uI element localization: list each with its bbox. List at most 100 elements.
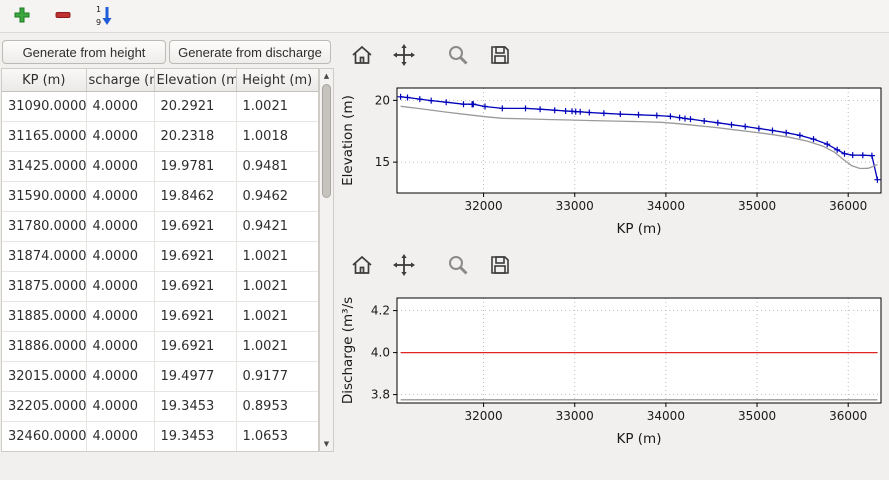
zoom-button[interactable] — [444, 252, 472, 280]
x-axis-label: KP (m) — [617, 221, 662, 237]
table-cell[interactable]: 31425.0000 — [2, 151, 87, 182]
table-cell[interactable]: 4.0000 — [86, 241, 155, 272]
table-cell[interactable]: 32460.0000 — [2, 421, 87, 451]
table-cell[interactable]: 31590.0000 — [2, 181, 87, 212]
table-row[interactable]: 32015.0000 4.0000 19.4977 0.9177 — [2, 361, 318, 392]
table-cell[interactable]: 19.3453 — [154, 421, 237, 451]
table-row[interactable]: 32205.0000 4.0000 19.3453 0.8953 — [2, 391, 318, 422]
x-axis-label: KP (m) — [617, 431, 662, 447]
table-cell[interactable]: 4.0000 — [86, 121, 155, 152]
y-axis-label: Elevation (m) — [340, 95, 356, 186]
column-header[interactable]: Height (m) — [236, 69, 318, 92]
table-cell[interactable]: 31875.0000 — [2, 271, 87, 302]
water-elevation-marker — [783, 129, 790, 136]
main-toolbar: 1 9 — [0, 0, 889, 33]
table-row[interactable]: 31425.0000 4.0000 19.9781 0.9481 — [2, 151, 318, 182]
table-row[interactable]: 31165.0000 4.0000 20.2318 1.0018 — [2, 121, 318, 152]
scroll-down-icon[interactable]: ▼ — [323, 440, 330, 448]
table-cell[interactable]: 4.0000 — [86, 361, 155, 392]
table-cell[interactable]: 1.0018 — [236, 121, 318, 152]
table-cell[interactable]: 4.0000 — [86, 91, 155, 122]
svg-text:1: 1 — [96, 5, 101, 14]
pan-button[interactable] — [390, 252, 418, 280]
table-row[interactable]: 31874.0000 4.0000 19.6921 1.0021 — [2, 241, 318, 272]
table-cell[interactable]: 31886.0000 — [2, 331, 87, 362]
table-cell[interactable]: 1.0021 — [236, 331, 318, 362]
home-button[interactable] — [348, 42, 376, 70]
remove-row-button[interactable] — [51, 4, 75, 28]
discharge-plot-toolbar — [348, 252, 514, 280]
scrollbar-thumb[interactable] — [322, 84, 331, 198]
table-cell[interactable]: 1.0653 — [236, 421, 318, 451]
scroll-up-icon[interactable]: ▲ — [323, 72, 330, 80]
table-cell[interactable]: 31780.0000 — [2, 211, 87, 242]
table-cell[interactable]: 20.2921 — [154, 91, 237, 122]
sort-rows-button[interactable]: 1 9 — [92, 4, 116, 28]
table-cell[interactable]: 0.9462 — [236, 181, 318, 212]
column-header[interactable]: scharge (m³ — [86, 69, 155, 92]
table-cell[interactable]: 31090.0000 — [2, 91, 87, 122]
table-cell[interactable]: 0.9481 — [236, 151, 318, 182]
table-cell[interactable]: 31874.0000 — [2, 241, 87, 272]
table-cell[interactable]: 4.0000 — [86, 331, 155, 362]
table-cell[interactable]: 0.8953 — [236, 391, 318, 422]
table-row[interactable]: 31885.0000 4.0000 19.6921 1.0021 — [2, 301, 318, 332]
table-cell[interactable]: 4.0000 — [86, 151, 155, 182]
table-cell[interactable]: 1.0021 — [236, 271, 318, 302]
table-cell[interactable]: 19.6921 — [154, 301, 237, 332]
x-tick-label: 32000 — [464, 199, 502, 213]
table-row[interactable]: 32460.0000 4.0000 19.3453 1.0653 — [2, 421, 318, 451]
elevation-chart[interactable]: 32000 33000 34000 35000 36000 15 20 KP (m) Eleva… — [338, 80, 889, 238]
zoom-button[interactable] — [444, 42, 472, 70]
generate-from-discharge-button[interactable]: Generate from discharge — [169, 40, 331, 64]
table-row[interactable]: 31090.0000 4.0000 20.2921 1.0021 — [2, 91, 318, 122]
table-cell[interactable]: 32015.0000 — [2, 361, 87, 392]
save-icon — [488, 253, 512, 280]
table-cell[interactable]: 19.6921 — [154, 331, 237, 362]
values-table: KP (m)scharge (m³Elevation (m)Height (m)… — [1, 68, 319, 452]
column-header[interactable]: Elevation (m) — [154, 69, 237, 92]
table-cell[interactable]: 0.9421 — [236, 211, 318, 242]
table-cell[interactable]: 4.0000 — [86, 421, 155, 451]
table-cell[interactable]: 19.6921 — [154, 211, 237, 242]
table-row[interactable]: 31886.0000 4.0000 19.6921 1.0021 — [2, 331, 318, 362]
table-row[interactable]: 31875.0000 4.0000 19.6921 1.0021 — [2, 271, 318, 302]
table-cell[interactable]: 31885.0000 — [2, 301, 87, 332]
table-cell[interactable]: 31165.0000 — [2, 121, 87, 152]
water-elevation-marker — [810, 136, 817, 143]
table-cell[interactable]: 4.0000 — [86, 211, 155, 242]
table-row[interactable]: 31780.0000 4.0000 19.6921 0.9421 — [2, 211, 318, 242]
discharge-chart[interactable]: 32000 33000 34000 35000 36000 3.8 4.0 4.2 KP (m)… — [338, 290, 889, 448]
magnifier-icon — [446, 43, 470, 70]
table-cell[interactable]: 4.0000 — [86, 301, 155, 332]
table-row[interactable]: 31590.0000 4.0000 19.8462 0.9462 — [2, 181, 318, 212]
table-cell[interactable]: 19.8462 — [154, 181, 237, 212]
table-cell[interactable]: 1.0021 — [236, 241, 318, 272]
table-cell[interactable]: 1.0021 — [236, 91, 318, 122]
table-cell[interactable]: 19.4977 — [154, 361, 237, 392]
table-cell[interactable]: 4.0000 — [86, 181, 155, 212]
water-elevation-marker — [537, 106, 544, 113]
table-cell[interactable]: 0.9177 — [236, 361, 318, 392]
water-elevation-marker — [796, 132, 803, 139]
home-button[interactable] — [348, 252, 376, 280]
table-cell[interactable]: 19.9781 — [154, 151, 237, 182]
x-tick-label: 36000 — [829, 199, 867, 213]
plus-icon — [13, 6, 31, 27]
pan-button[interactable] — [390, 42, 418, 70]
table-scrollbar[interactable]: ▲ ▼ — [319, 68, 334, 452]
table-cell[interactable]: 4.0000 — [86, 271, 155, 302]
save-button[interactable] — [486, 252, 514, 280]
column-header[interactable]: KP (m) — [2, 69, 87, 92]
table-cell[interactable]: 1.0021 — [236, 301, 318, 332]
table-cell[interactable]: 32205.0000 — [2, 391, 87, 422]
table-cell[interactable]: 19.6921 — [154, 241, 237, 272]
save-button[interactable] — [486, 42, 514, 70]
add-row-button[interactable] — [10, 4, 34, 28]
table-cell[interactable]: 19.6921 — [154, 271, 237, 302]
table-cell[interactable]: 20.2318 — [154, 121, 237, 152]
generate-from-height-button[interactable]: Generate from height — [2, 40, 166, 64]
table-cell[interactable]: 4.0000 — [86, 391, 155, 422]
table-cell[interactable]: 19.3453 — [154, 391, 237, 422]
